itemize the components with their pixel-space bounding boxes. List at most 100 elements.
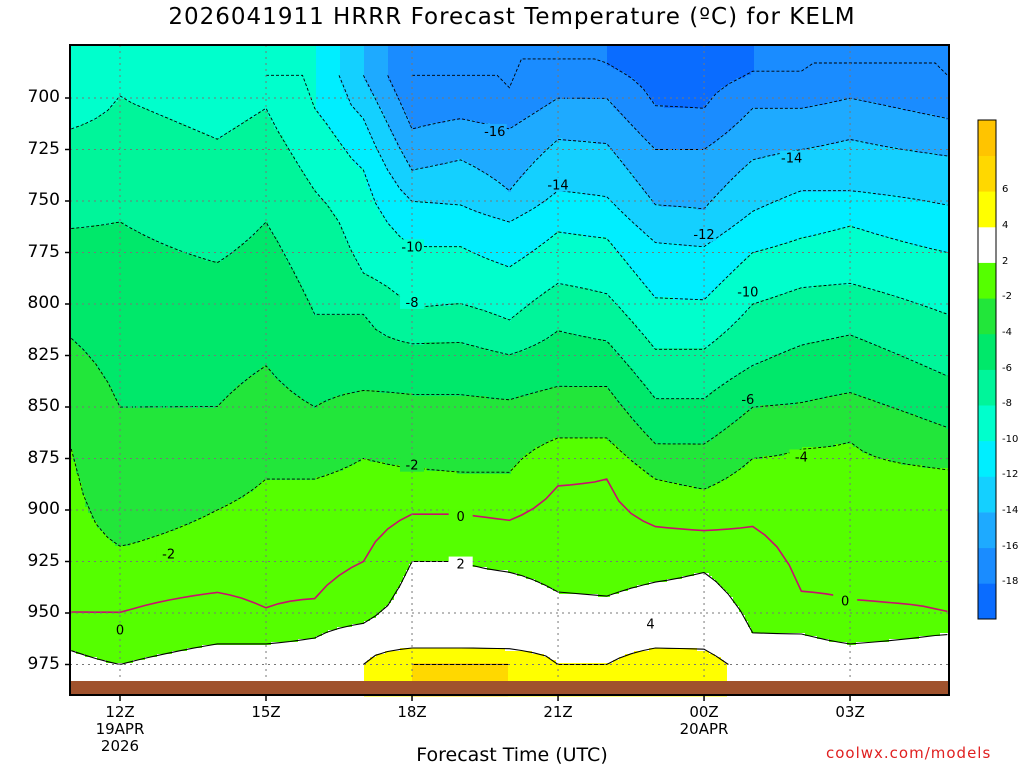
field-cell (82, 219, 86, 223)
field-cell (82, 618, 86, 622)
field-cell (76, 351, 80, 355)
field-cell (91, 345, 95, 349)
field-cell (76, 117, 80, 121)
field-cell (73, 417, 77, 421)
field-cell (85, 84, 89, 88)
field-cell (88, 168, 92, 172)
field-cell (85, 363, 89, 367)
field-cell (82, 129, 86, 133)
field-cell (91, 603, 95, 607)
field-cell (82, 510, 86, 514)
field-cell (85, 330, 89, 334)
field-cell (79, 195, 83, 199)
field-cell (88, 447, 92, 451)
field-cell (88, 411, 92, 415)
field-cell (82, 567, 86, 571)
field-cell (91, 297, 95, 301)
field-cell (91, 327, 95, 331)
field-cell (91, 282, 95, 286)
field-cell (73, 270, 77, 274)
field-cell (73, 573, 77, 577)
field-cell (73, 189, 77, 193)
field-cell (85, 237, 89, 241)
field-cell (73, 387, 77, 391)
field-cell (85, 234, 89, 238)
field-cell (88, 378, 92, 382)
field-cell (88, 528, 92, 532)
field-cell (85, 666, 89, 670)
field-cell (88, 429, 92, 433)
field-cell (79, 150, 83, 154)
field-cell (73, 594, 77, 598)
field-cell (73, 357, 77, 361)
field-cell (88, 348, 92, 352)
field-cell (76, 426, 80, 430)
field-cell (82, 360, 86, 364)
field-cell (76, 360, 80, 364)
field-cell (91, 546, 95, 550)
field-cell (73, 96, 77, 100)
field-cell (94, 138, 98, 142)
field-cell (88, 237, 92, 241)
field-cell (91, 627, 95, 631)
field-cell (91, 450, 95, 454)
field-cell (88, 132, 92, 136)
field-cell (94, 210, 98, 214)
field-cell (85, 645, 89, 649)
field-cell (85, 651, 89, 655)
field-cell (79, 168, 83, 172)
field-cell (76, 315, 80, 319)
field-cell (91, 114, 95, 118)
field-cell (91, 498, 95, 502)
field-cell (82, 564, 86, 568)
field-cell (85, 210, 89, 214)
field-cell (82, 402, 86, 406)
field-cell (79, 147, 83, 151)
field-cell (76, 549, 80, 553)
field-cell (76, 192, 80, 196)
field-cell (73, 558, 77, 562)
field-cell (88, 390, 92, 394)
field-cell (73, 402, 77, 406)
field-cell (91, 381, 95, 385)
field-cell (88, 426, 92, 430)
field-cell (94, 99, 98, 103)
field-cell (76, 189, 80, 193)
field-cell (82, 537, 86, 541)
field-cell (88, 408, 92, 412)
field-cell (79, 261, 83, 265)
field-cell (91, 72, 95, 76)
field-cell (85, 174, 89, 178)
field-cell (91, 606, 95, 610)
field-cell (82, 501, 86, 505)
field-cell (88, 666, 92, 670)
field-cell (79, 276, 83, 280)
field-cell (85, 201, 89, 205)
field-cell (85, 315, 89, 319)
field-cell (76, 594, 80, 598)
field-cell (85, 336, 89, 340)
field-cell (73, 333, 77, 337)
field-cell (88, 150, 92, 154)
field-cell (79, 414, 83, 418)
field-cell (85, 240, 89, 244)
field-cell (73, 60, 77, 64)
field-cell (73, 561, 77, 565)
field-cell (82, 294, 86, 298)
field-cell (85, 375, 89, 379)
field-cell (76, 444, 80, 448)
field-cell (79, 252, 83, 256)
field-cell (82, 279, 86, 283)
field-cell (76, 495, 80, 499)
field-cell (76, 81, 80, 85)
field-cell (76, 213, 80, 217)
field-cell (91, 444, 95, 448)
field-cell (82, 57, 86, 61)
field-cell (91, 369, 95, 373)
field-cell (73, 105, 77, 109)
field-cell (91, 354, 95, 358)
field-cell (85, 435, 89, 439)
field-cell (91, 330, 95, 334)
field-cell (88, 555, 92, 559)
field-cell (85, 582, 89, 586)
